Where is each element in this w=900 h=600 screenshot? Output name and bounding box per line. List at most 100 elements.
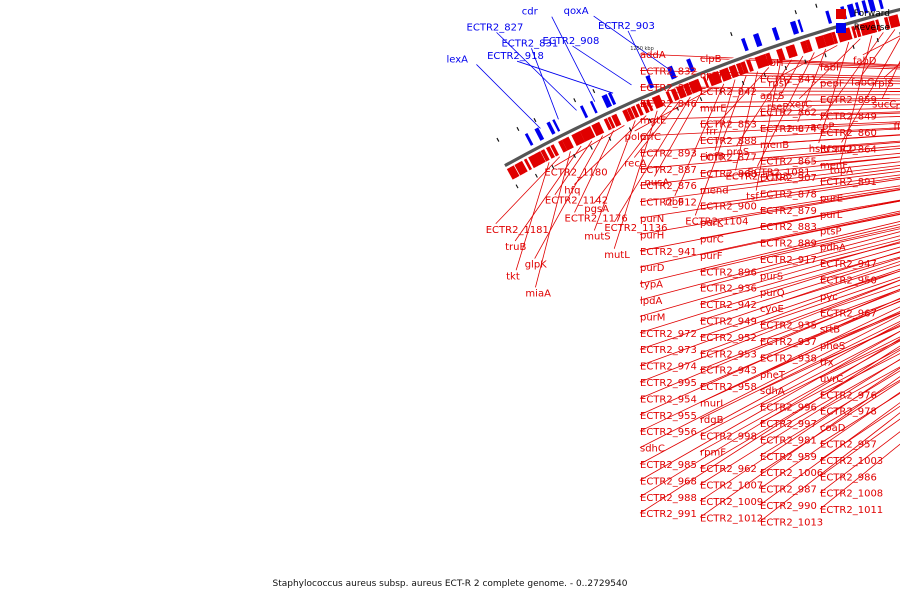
forward-gene-line — [639, 210, 900, 268]
forward-feature — [818, 35, 827, 48]
forward-gene-label: ECTR2_962 — [700, 464, 757, 475]
gap-marker — [824, 53, 827, 58]
forward-gene-line — [639, 189, 900, 235]
gap-marker — [628, 127, 632, 132]
reverse-feature — [607, 92, 617, 106]
forward-gene-label: ECTR2_973 — [640, 345, 697, 356]
forward-gene-label: ECTR2_1181 — [486, 225, 549, 236]
reverse-gene-label: ECTR2_831 — [501, 38, 558, 49]
forward-gene-label: purS — [760, 271, 783, 282]
forward-gene-label: ECTR2_942 — [700, 300, 757, 311]
forward-gene-line — [776, 55, 804, 102]
forward-gene-label: sucC — [872, 100, 896, 111]
reverse-gene-label: lexA — [446, 54, 468, 65]
gap-marker — [784, 65, 788, 71]
forward-gene-label: recA — [624, 158, 647, 169]
reverse-feature — [601, 93, 613, 109]
forward-gene-label: frr — [706, 126, 718, 137]
forward-gene-line — [639, 270, 900, 366]
forward-gene-line — [699, 310, 900, 403]
legend-item-reverse: Reverse — [835, 21, 890, 35]
forward-gene-label: ffh — [893, 122, 900, 133]
forward-feature — [754, 55, 764, 69]
forward-gene-line — [699, 257, 900, 321]
reverse-feature — [752, 33, 763, 48]
forward-gene-label: ECTR2_1013 — [760, 517, 823, 528]
forward-feature — [883, 16, 891, 30]
forward-gene-label: ECTR2_976 — [820, 390, 877, 401]
gap-marker — [592, 89, 596, 94]
reverse-gene-label: ECTR2_903 — [598, 21, 655, 32]
reverse-gene-line — [627, 30, 651, 78]
forward-gene-label: menB — [760, 140, 789, 151]
gap-marker — [573, 153, 576, 159]
forward-gene-label: agcS — [760, 91, 784, 102]
forward-gene-label: murI — [700, 399, 723, 410]
forward-feature — [641, 100, 650, 114]
forward-feature — [688, 81, 697, 94]
forward-gene-label: fabD — [853, 56, 877, 67]
forward-gene-line — [534, 135, 604, 259]
forward-gene-label: ECTR2_889 — [760, 239, 817, 250]
forward-gene-line — [699, 212, 900, 256]
forward-gene-label: ECTR2_1009 — [700, 497, 763, 508]
gap-marker — [876, 38, 879, 43]
forward-gene-label: ECTR2_935 — [760, 321, 817, 332]
forward-gene-line — [699, 116, 900, 125]
gap-marker — [763, 73, 767, 78]
forward-gene-label: ECTR2_941 — [640, 247, 697, 258]
forward-feature — [870, 20, 878, 33]
forward-gene-line — [755, 63, 781, 191]
forward-gene-line — [694, 75, 747, 216]
forward-feature — [611, 113, 622, 127]
forward-gene-label: purC — [700, 235, 724, 246]
forward-gene-line — [639, 156, 900, 186]
forward-gene-label: ECTR2_981 — [760, 435, 817, 446]
forward-gene-label: ECTR2_879 — [760, 206, 817, 217]
forward-feature — [785, 45, 795, 59]
forward-gene-line — [735, 71, 758, 171]
forward-gene-label: sucD — [832, 143, 857, 154]
forward-gene-line — [699, 300, 900, 387]
gap-marker — [534, 173, 538, 178]
forward-gene-label: ECTR2_842 — [700, 87, 757, 98]
forward-gene-label: ECTR2_987 — [760, 485, 817, 496]
forward-gene-label: ECTR2_1103 — [726, 171, 789, 182]
forward-feature — [583, 127, 593, 141]
forward-gene-line — [639, 86, 900, 89]
forward-gene-line — [699, 376, 900, 518]
forward-gene-line — [593, 105, 669, 204]
forward-gene-line — [759, 347, 900, 424]
forward-gene-line — [714, 79, 736, 151]
forward-gene-label: ECTR2_958 — [700, 382, 757, 393]
forward-gene-line — [639, 297, 900, 416]
forward-gene-label: ECTR2_1180 — [544, 167, 607, 178]
forward-gene-label: ECTR2_868 — [700, 169, 757, 180]
forward-gene-line — [639, 200, 900, 252]
forward-gene-label: purQ — [760, 288, 785, 299]
forward-feature — [851, 25, 858, 39]
forward-gene-line — [593, 120, 636, 231]
reverse-feature — [878, 0, 884, 10]
gap-marker — [741, 80, 745, 86]
forward-feature — [591, 122, 602, 137]
forward-gene-label: nusA — [644, 177, 669, 188]
forward-gene-label: ECTR2_853 — [700, 120, 757, 131]
forward-feature — [862, 22, 871, 36]
forward-gene-label: ECTR2_852 — [640, 83, 697, 94]
forward-gene-label: menF — [820, 161, 848, 172]
forward-swatch — [835, 9, 846, 19]
backbone-arc — [504, 7, 900, 168]
forward-gene-label: ECTR2_990 — [760, 501, 817, 512]
reverse-gene-label: ECTR2_918 — [487, 51, 544, 62]
forward-gene-line — [654, 92, 702, 177]
forward-gene-label: ECTR2_1012 — [700, 513, 763, 524]
forward-feature — [622, 109, 632, 122]
forward-gene-line — [639, 241, 900, 317]
forward-gene-label: purN — [640, 214, 664, 225]
reverse-feature — [825, 10, 833, 24]
forward-gene-line — [515, 162, 550, 271]
reverse-gene-line — [516, 60, 614, 94]
forward-gene-line — [639, 221, 900, 284]
forward-gene-line — [797, 48, 827, 123]
